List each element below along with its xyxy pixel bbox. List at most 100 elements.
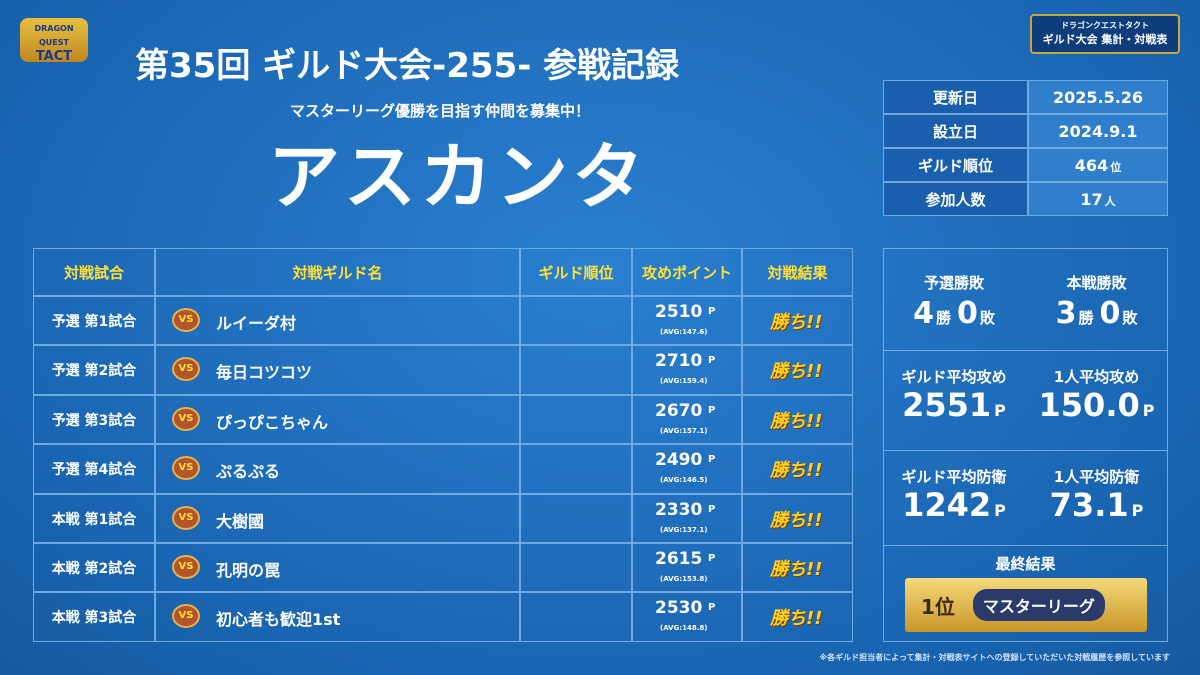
stat-label: 1人平均防衛 <box>1053 468 1140 486</box>
table-cell <box>742 493 853 543</box>
table-header: 攻めポイント <box>632 248 742 296</box>
stat-unit: P <box>994 501 1006 520</box>
table-cell <box>155 543 520 593</box>
opponent-name: ルイーダ村 <box>216 314 297 333</box>
vs-icon: VS <box>172 357 200 382</box>
vs-icon: VS <box>172 456 200 481</box>
stats-divider <box>883 545 1168 546</box>
result: 勝ち!! <box>770 410 823 432</box>
stat-unit: P <box>1142 401 1155 420</box>
stat-num: 4 <box>913 296 934 331</box>
stat-label: 本戦勝敗 <box>1066 274 1127 292</box>
stat-num: 1242 <box>902 486 992 524</box>
stat-num: 150.0 <box>1038 386 1140 424</box>
table-cell <box>520 543 632 593</box>
points: 2615 <box>655 549 703 569</box>
result: 勝ち!! <box>770 460 823 482</box>
result: 勝ち!! <box>770 312 823 333</box>
match-name: 予選 第1試合 <box>51 314 137 330</box>
stat-label: 1人平均攻め <box>1053 368 1140 386</box>
match-name: 予選 第2試合 <box>51 363 137 380</box>
opponent-name: 孔明の罠 <box>216 561 281 580</box>
table-cell <box>632 543 742 593</box>
points: 2330 <box>655 499 703 520</box>
logo-text: TACT <box>35 49 73 64</box>
table-cell <box>742 345 853 395</box>
opponent-name: 毎日コツコツ <box>216 363 313 383</box>
table-cell <box>520 444 632 494</box>
subtitle: マスターリーグ優勝を目指す仲間を募集中！ <box>290 102 591 120</box>
avg: (AVG:147.6) <box>660 328 708 336</box>
table-header: 対戦結果 <box>742 248 853 296</box>
table-cell <box>33 543 155 593</box>
stats-border <box>883 248 1168 642</box>
badge: ドラゴンクエストタクト ギルド大会 集計・対戦表 <box>1030 14 1180 54</box>
table-cell <box>742 543 853 593</box>
info-unit: 位 <box>1110 161 1122 174</box>
point-unit: P <box>708 503 716 515</box>
logo: DRAGON QUEST TACT <box>20 18 88 64</box>
info-label: ギルド順位 <box>883 148 1028 182</box>
point-unit: P <box>708 306 716 317</box>
points: 2510 <box>655 302 703 322</box>
table-cell <box>155 345 520 395</box>
avg: (AVG:148.8) <box>660 624 708 633</box>
vs-icon: VS <box>172 505 200 530</box>
info-value: 2024.9.1 <box>1028 114 1168 148</box>
points: 2670 <box>655 400 703 421</box>
vs-icon: VS <box>172 555 200 579</box>
table-cell <box>520 394 632 445</box>
final-league: マスターリーグ <box>972 589 1105 621</box>
table-cell <box>33 296 155 346</box>
table-cell <box>632 444 742 494</box>
stat-num: 2551 <box>902 386 992 424</box>
table-cell <box>155 394 520 445</box>
final-label: 最終結果 <box>995 555 1056 573</box>
point-unit: P <box>708 355 716 367</box>
table-cell <box>33 394 155 445</box>
match-name: 予選 第4試合 <box>51 462 137 479</box>
vs-icon: VS <box>172 406 200 431</box>
table-cell <box>742 296 853 346</box>
table-cell <box>742 394 853 445</box>
table-cell <box>33 345 155 395</box>
badge-main: ギルド大会 集計・対戦表 <box>1042 33 1168 46</box>
avg: (AVG:137.1) <box>660 525 708 534</box>
stat-label: 予選勝敗 <box>923 274 984 292</box>
points: 2490 <box>655 450 703 471</box>
vs-icon: VS <box>172 308 200 332</box>
stats-divider <box>883 450 1168 451</box>
table-cell <box>155 444 520 494</box>
table-cell <box>742 592 853 642</box>
point-unit: P <box>708 454 716 466</box>
table-cell <box>520 345 632 395</box>
table-cell <box>33 592 155 642</box>
stat-num: 0 <box>1099 296 1121 331</box>
info-value: 17 人 <box>1028 182 1168 216</box>
info-value-text: 2025.5.26 <box>1052 87 1144 107</box>
table-cell <box>155 296 520 346</box>
table-cell <box>155 592 520 642</box>
table-cell <box>155 493 520 543</box>
info-value: 2025.5.26 <box>1028 80 1168 114</box>
stats-divider <box>883 350 1168 351</box>
stat-num: 3 <box>1055 296 1077 331</box>
table-cell <box>632 493 742 543</box>
table-cell <box>520 296 632 346</box>
stat-unit: 勝 <box>1078 309 1094 327</box>
match-name: 本戦 第2試合 <box>51 561 137 577</box>
stat-value: 2551 P <box>883 386 1025 424</box>
title: 第35回 ギルド大会-255- 参戦記録 <box>135 46 680 86</box>
point-unit: P <box>708 602 716 614</box>
opponent-name: 大樹國 <box>216 511 265 531</box>
stat-unit: 勝 <box>935 309 951 327</box>
table-cell <box>632 345 742 395</box>
match-name: 本戦 第1試合 <box>51 511 137 528</box>
info-label: 設立日 <box>883 114 1028 148</box>
table-cell <box>520 493 632 543</box>
table-cell <box>520 592 632 642</box>
match-name: 予選 第3試合 <box>51 412 137 429</box>
final-rank: 1位 <box>921 594 955 619</box>
stat-label: ギルド平均攻め <box>901 368 1007 386</box>
